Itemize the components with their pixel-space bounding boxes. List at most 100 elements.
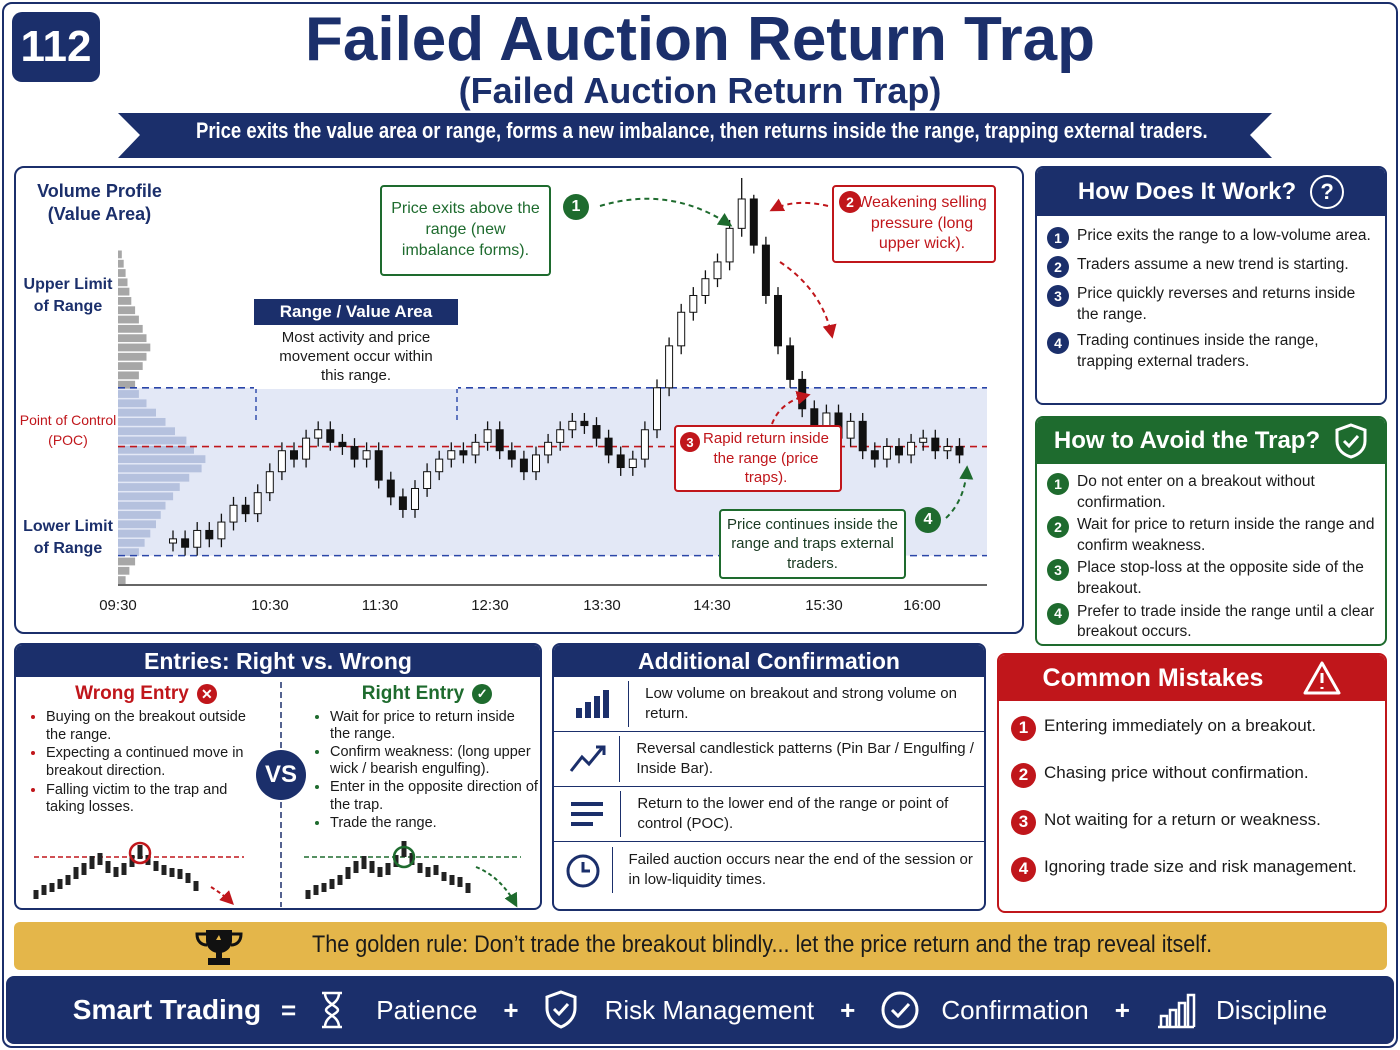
step-number: 2 [1047,256,1069,278]
list-item: 1 Do not enter on a breakout without conf… [1047,472,1377,513]
arrow [771,390,811,425]
candle-body [592,425,601,439]
footer-icon [545,990,585,1030]
step-text: Place stop-loss at the opposite side of … [1077,559,1364,598]
candle-body [217,521,226,540]
mistakes-header: Common Mistakes [999,655,1385,701]
confirm-row: Return to the lower end of the range or … [554,787,984,842]
bullet: Confirm weakness: (long upper wick / bea… [330,744,538,778]
list-item: 1 Price exits the range to a low-volume a… [1047,226,1377,249]
candle-body [459,450,468,456]
confirm-text: Reversal candlestick patterns (Pin Bar /… [636,740,974,777]
entries-art [33,682,521,908]
step-number: 4 [1047,332,1069,355]
volume-bar [118,334,147,343]
volume-bar [118,455,206,464]
list-item: 2 Wait for price to return inside the ran… [1047,515,1377,556]
confirm-header: Additional Confirmation [554,645,984,677]
lower-label: Lower Limit of Range [23,518,113,557]
candle-body [423,471,432,489]
callout: Weakening selling pressure (long upper w… [832,185,996,263]
confirm-list: Low volume on breakout and strong volume… [554,677,984,897]
candle-body [931,437,940,452]
volume-bar [118,501,166,510]
candle-body [786,345,795,380]
volume-bar [118,473,190,482]
candle-body [483,429,492,443]
confirm-icon-cell [554,846,613,893]
footer-item: Risk Management [604,994,815,1025]
candle-body [519,458,528,473]
confirm-panel: Additional Confirmation Low volume on br… [552,643,986,911]
volume-bar [118,390,139,398]
x-icon: ✕ [196,684,217,704]
candle-body [604,437,613,456]
avoid-title: How to Avoid the Trap? [1053,427,1321,454]
profile-title: Volume Profile (Value Area) [37,181,162,224]
candle-body [628,458,637,469]
avoid-list: 1 Do not enter on a breakout without conf… [1037,464,1385,643]
footer-icon-art [881,991,919,1029]
x-tick-label: 09:30 [99,597,137,614]
candle-body [689,294,698,313]
x-tick-label: 16:00 [903,597,941,614]
confirm-icon [569,745,606,772]
volume-bar [118,548,139,557]
volume-bar [118,380,136,389]
banner-text: Price exits the value area or range, for… [196,118,1208,143]
volume-bar [118,297,132,305]
volume-bar [118,483,180,491]
volume-bar [118,287,130,296]
subtitle: (Failed Auction Return Trap) [458,70,942,111]
list-item: 3 Not waiting for a return or weakness. [1011,809,1375,835]
candle-body [532,454,540,473]
footer-icon [316,990,356,1030]
candle-body [640,429,649,460]
candle-body [774,294,782,347]
equals: = [281,994,297,1025]
list-item: 4 Ignoring trade size and risk management… [1011,856,1375,882]
candle-body [955,446,964,456]
wrong-col: Wrong Entry ✕ Buying on the breakout outs… [28,683,264,818]
volume-bar [118,269,126,277]
callout-number: 2 [839,191,861,213]
candle-body [495,429,504,452]
candle-body [386,479,395,498]
right-list: Wait for price to return inside the rang… [316,709,538,832]
candle-body [701,278,710,296]
volume-bar [118,529,151,538]
confirm-text: Return to the lower end of the range or … [637,795,949,832]
step-text: Prefer to trade inside the range until a… [1077,602,1375,641]
right-title: Right Entry [361,683,465,704]
step-text: Ignoring trade size and risk management. [1044,857,1357,876]
volume-bar [118,557,136,566]
candle-body [713,261,722,280]
step-number: 4 [1047,602,1069,625]
step-number: 1 [1011,716,1036,741]
footer-item: Discipline [1215,994,1328,1025]
candle-body [350,446,359,460]
volume-bar [118,343,151,352]
footer-item: Confirmation [941,994,1089,1025]
callout-number: 3 [680,432,700,452]
candle-body [302,437,311,460]
candle-body [447,450,456,460]
candle-body [725,227,734,263]
bullet: Enter in the opposite direction of the t… [330,779,538,813]
volume-bar [118,315,139,324]
confirm-icon-cell [554,791,622,837]
chart-panel [14,166,1024,634]
title: Failed Auction Return Trap [305,5,1095,74]
x-tick-label: 10:30 [251,597,289,614]
arrow [769,198,829,212]
volume-bar [118,427,175,436]
how-title: How Does It Work? [1077,178,1297,205]
volume-bar [118,399,147,408]
candle-body [229,504,238,523]
volume-bar [118,520,156,529]
plus: + [1114,994,1130,1025]
step-number: 2 [1047,516,1069,539]
candle-body [737,198,746,229]
volume-bar [118,259,124,268]
